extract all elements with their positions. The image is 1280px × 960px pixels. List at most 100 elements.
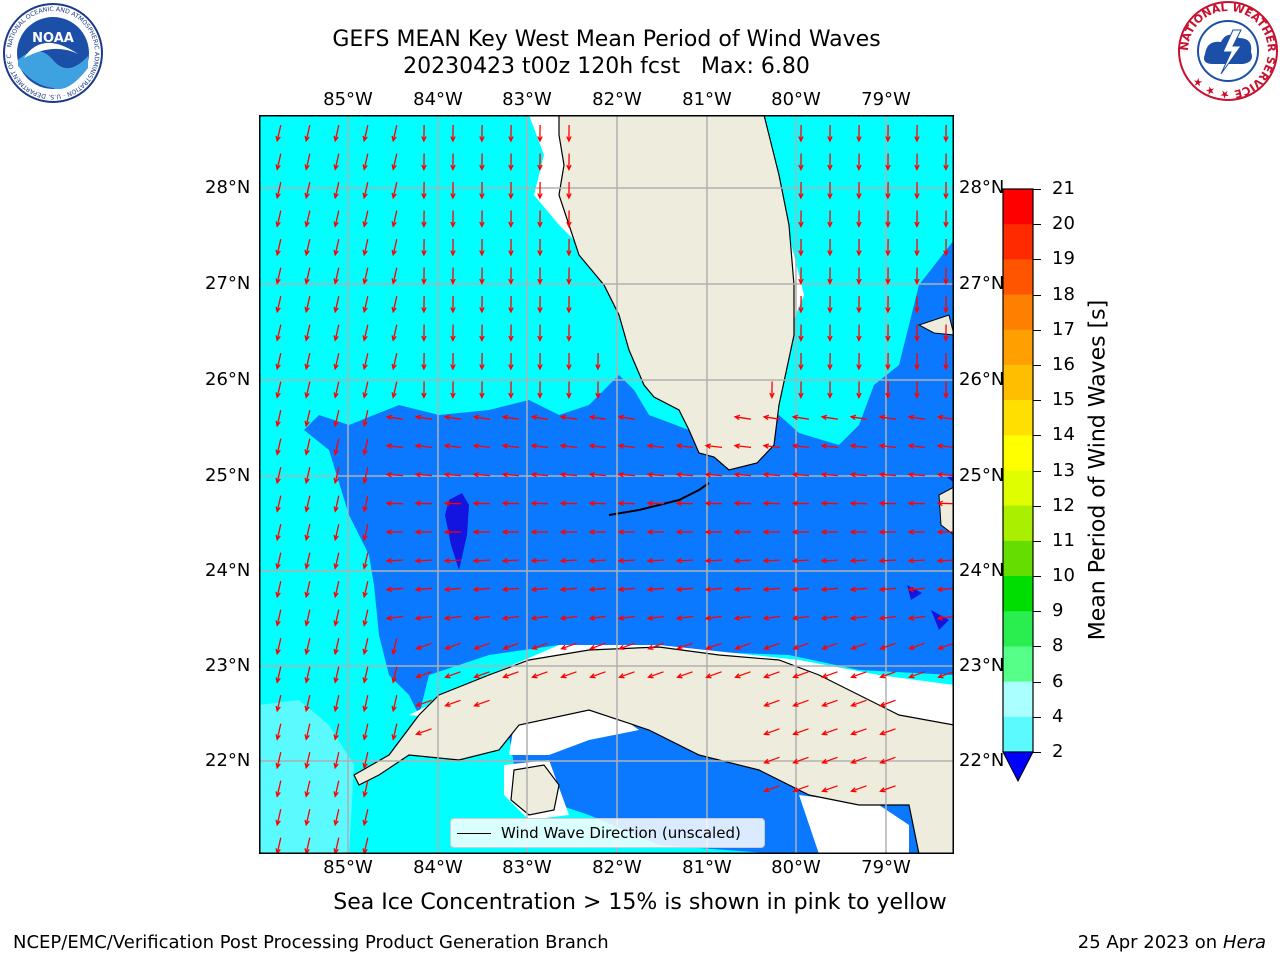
wave-direction-arrow — [275, 153, 282, 171]
legend-line-swatch — [457, 832, 491, 834]
cuba-land — [353, 646, 954, 854]
wave-direction-arrow — [646, 500, 665, 507]
wave-direction-arrow — [820, 443, 839, 449]
run-date: 25 Apr 2023 on Hera — [1078, 932, 1266, 953]
wave-direction-arrow — [508, 324, 514, 343]
wave-direction-arrow — [304, 125, 311, 143]
wave-direction-arrow — [501, 443, 520, 449]
wave-direction-arrow — [501, 500, 520, 507]
wave-direction-arrow — [762, 586, 781, 593]
colorbar — [1002, 188, 1034, 783]
wave-direction-arrow — [646, 443, 665, 449]
lon-label-bottom-81w: 81°W — [682, 857, 732, 878]
wave-direction-arrow — [362, 239, 369, 257]
wave-direction-arrow — [646, 529, 665, 535]
wave-direction-arrow — [472, 615, 490, 621]
wave-direction-arrow — [879, 671, 896, 679]
wave-direction-arrow — [502, 642, 519, 650]
colorbar-tick-mark — [1033, 400, 1041, 402]
wave-direction-arrow — [304, 296, 311, 314]
wave-direction-arrow — [588, 500, 607, 507]
wave-direction-arrow — [885, 267, 891, 286]
wave-direction-arrow — [559, 443, 578, 449]
wave-direction-arrow — [733, 500, 752, 507]
wave-direction-arrow — [391, 353, 398, 371]
lon-label-top-79w: 79°W — [861, 89, 911, 110]
wave-direction-arrow — [566, 267, 572, 286]
wave-direction-arrow — [908, 642, 925, 650]
wave-direction-arrow — [414, 500, 433, 507]
colorbar-extend-triangle — [1002, 751, 1034, 783]
wave-direction-arrow — [762, 500, 781, 507]
wave-direction-arrow — [304, 467, 311, 485]
wave-direction-arrow — [914, 153, 920, 172]
wave-direction-arrow — [798, 238, 804, 257]
lat-label-right-26n: 26°N — [959, 369, 1005, 390]
wave-direction-arrow — [595, 381, 601, 400]
wave-direction-arrow — [508, 181, 514, 200]
wave-direction-arrow — [798, 324, 804, 343]
wave-direction-arrow — [501, 529, 520, 535]
lon-label-top-80w: 80°W — [771, 89, 821, 110]
wave-direction-arrow — [362, 125, 369, 143]
wave-direction-arrow — [473, 671, 490, 679]
wave-direction-arrow — [508, 210, 514, 229]
lat-label-right-27n: 27°N — [959, 273, 1005, 294]
wave-direction-arrow — [762, 615, 780, 621]
colorbar-segment — [1003, 294, 1033, 331]
wave-direction-arrow — [304, 324, 311, 342]
wave-direction-arrow — [304, 666, 311, 684]
wave-direction-arrow — [333, 495, 340, 513]
colorbar-tick-label: 10 — [1052, 565, 1075, 587]
wave-direction-arrow — [421, 153, 427, 172]
wave-direction-arrow — [362, 438, 369, 456]
wave-direction-arrow — [704, 529, 723, 535]
wave-direction-arrow — [936, 414, 954, 421]
wave-direction-arrow — [856, 210, 862, 229]
wave-direction-arrow — [769, 381, 775, 400]
wave-direction-arrow — [275, 723, 282, 741]
wave-direction-arrow — [391, 324, 398, 342]
wave-direction-arrow — [618, 671, 635, 679]
wave-direction-arrow — [647, 671, 664, 679]
colorbar-tick-mark — [1033, 576, 1041, 578]
wave-direction-arrow — [820, 557, 839, 564]
wave-direction-arrow — [879, 699, 896, 707]
wave-direction-arrow — [936, 586, 954, 593]
wave-direction-arrow — [827, 210, 833, 229]
wave-direction-arrow — [850, 756, 867, 764]
wave-direction-arrow — [943, 267, 949, 286]
lon-label-bottom-80w: 80°W — [771, 857, 821, 878]
wave-direction-arrow — [850, 671, 867, 679]
colorbar-tick-mark — [1033, 364, 1041, 366]
wave-direction-arrow — [450, 324, 456, 343]
wave-direction-arrow — [333, 552, 340, 570]
wave-direction-arrow — [304, 353, 311, 371]
lon-label-bottom-82w: 82°W — [592, 857, 642, 878]
wave-direction-arrow — [733, 615, 751, 621]
colorbar-tick-label: 15 — [1052, 389, 1075, 411]
wave-direction-arrow — [304, 609, 311, 627]
wave-direction-arrow — [333, 324, 340, 342]
wave-direction-arrow — [362, 723, 369, 741]
wave-direction-arrow — [333, 524, 340, 542]
wave-direction-arrow — [675, 443, 694, 449]
wave-direction-arrow — [508, 124, 514, 143]
wave-direction-arrow — [333, 695, 340, 713]
wave-direction-arrow — [617, 414, 635, 421]
wave-direction-arrow — [821, 756, 838, 764]
wave-direction-arrow — [856, 181, 862, 200]
wave-direction-arrow — [798, 381, 804, 400]
nws-logo: NATIONAL WEATHER SERVICE ★ ★ ★ — [1178, 1, 1278, 101]
wave-direction-arrow — [362, 324, 369, 342]
wave-direction-arrow — [414, 529, 433, 535]
colorbar-tick-mark — [1033, 470, 1041, 472]
wave-direction-arrow — [798, 153, 804, 172]
wave-direction-arrow — [559, 414, 577, 421]
colorbar-tick-mark — [1033, 752, 1041, 753]
wave-direction-arrow — [588, 471, 607, 478]
wave-direction-arrow — [501, 615, 519, 621]
wave-direction-arrow — [733, 529, 752, 535]
wave-direction-arrow — [936, 529, 954, 535]
wave-direction-arrow — [304, 438, 311, 456]
